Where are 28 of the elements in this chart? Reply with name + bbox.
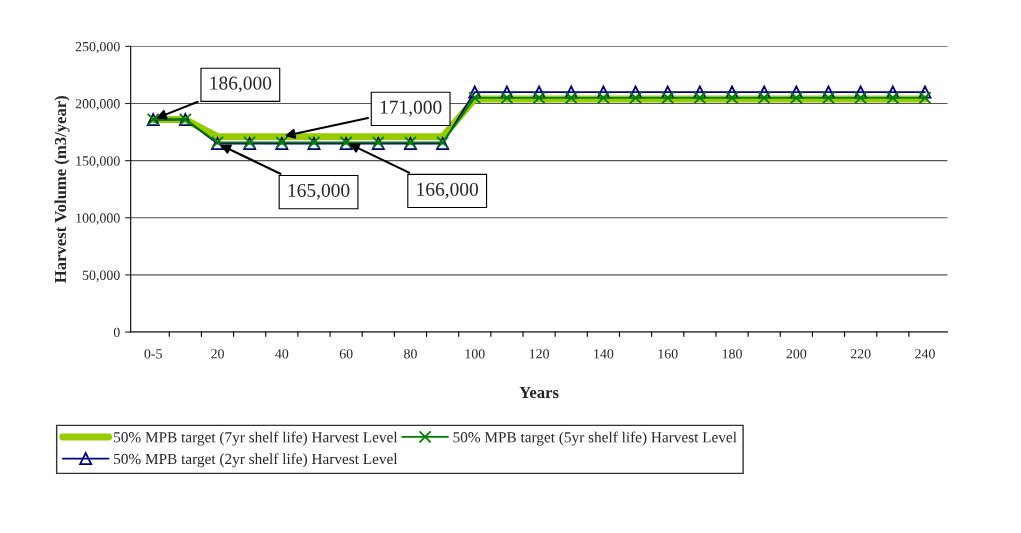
y-axis-title: Harvest Volume (m3/year) [54, 95, 70, 283]
x-tick-label: 120 [529, 349, 549, 359]
x-tick-label: 60 [339, 349, 353, 359]
legend-label: 50% MPB target (7yr shelf life) Harvest Level [114, 431, 398, 446]
x-axis-title: Years [519, 386, 559, 399]
y-tick-label: 150,000 [76, 156, 120, 168]
annotation: 166,000 [417, 182, 479, 199]
y-tick-label: 100,000 [76, 213, 120, 225]
x-tick-label: 160 [658, 349, 678, 359]
y-tick-label: 50,000 [82, 270, 120, 282]
x-tick-label: 40 [275, 349, 289, 359]
y-tick-label: 0 [113, 327, 120, 338]
x-tick-label: 0-5 [144, 349, 162, 359]
annotation: 165,000 [288, 183, 350, 200]
y-tick-label: 250,000 [75, 41, 120, 54]
x-tick-label: 20 [211, 349, 224, 359]
annotation: 186,000 [210, 76, 272, 93]
x-tick-label: 140 [594, 349, 614, 359]
legend-label: 50% MPB target (2yr shelf life) Harvest Level [114, 453, 398, 468]
y-tick-label: 200,000 [75, 99, 120, 111]
annotation: 171,000 [380, 100, 442, 117]
x-tick-label: 100 [465, 349, 485, 359]
x-tick-label: 200 [786, 349, 807, 359]
legend-label: 50% MPB target (5yr shelf life) Harvest Level [453, 431, 737, 446]
x-tick-label: 180 [722, 349, 742, 359]
x-tick-label: 240 [915, 349, 935, 359]
x-tick-label: 220 [850, 349, 871, 359]
x-tick-label: 80 [404, 349, 417, 359]
